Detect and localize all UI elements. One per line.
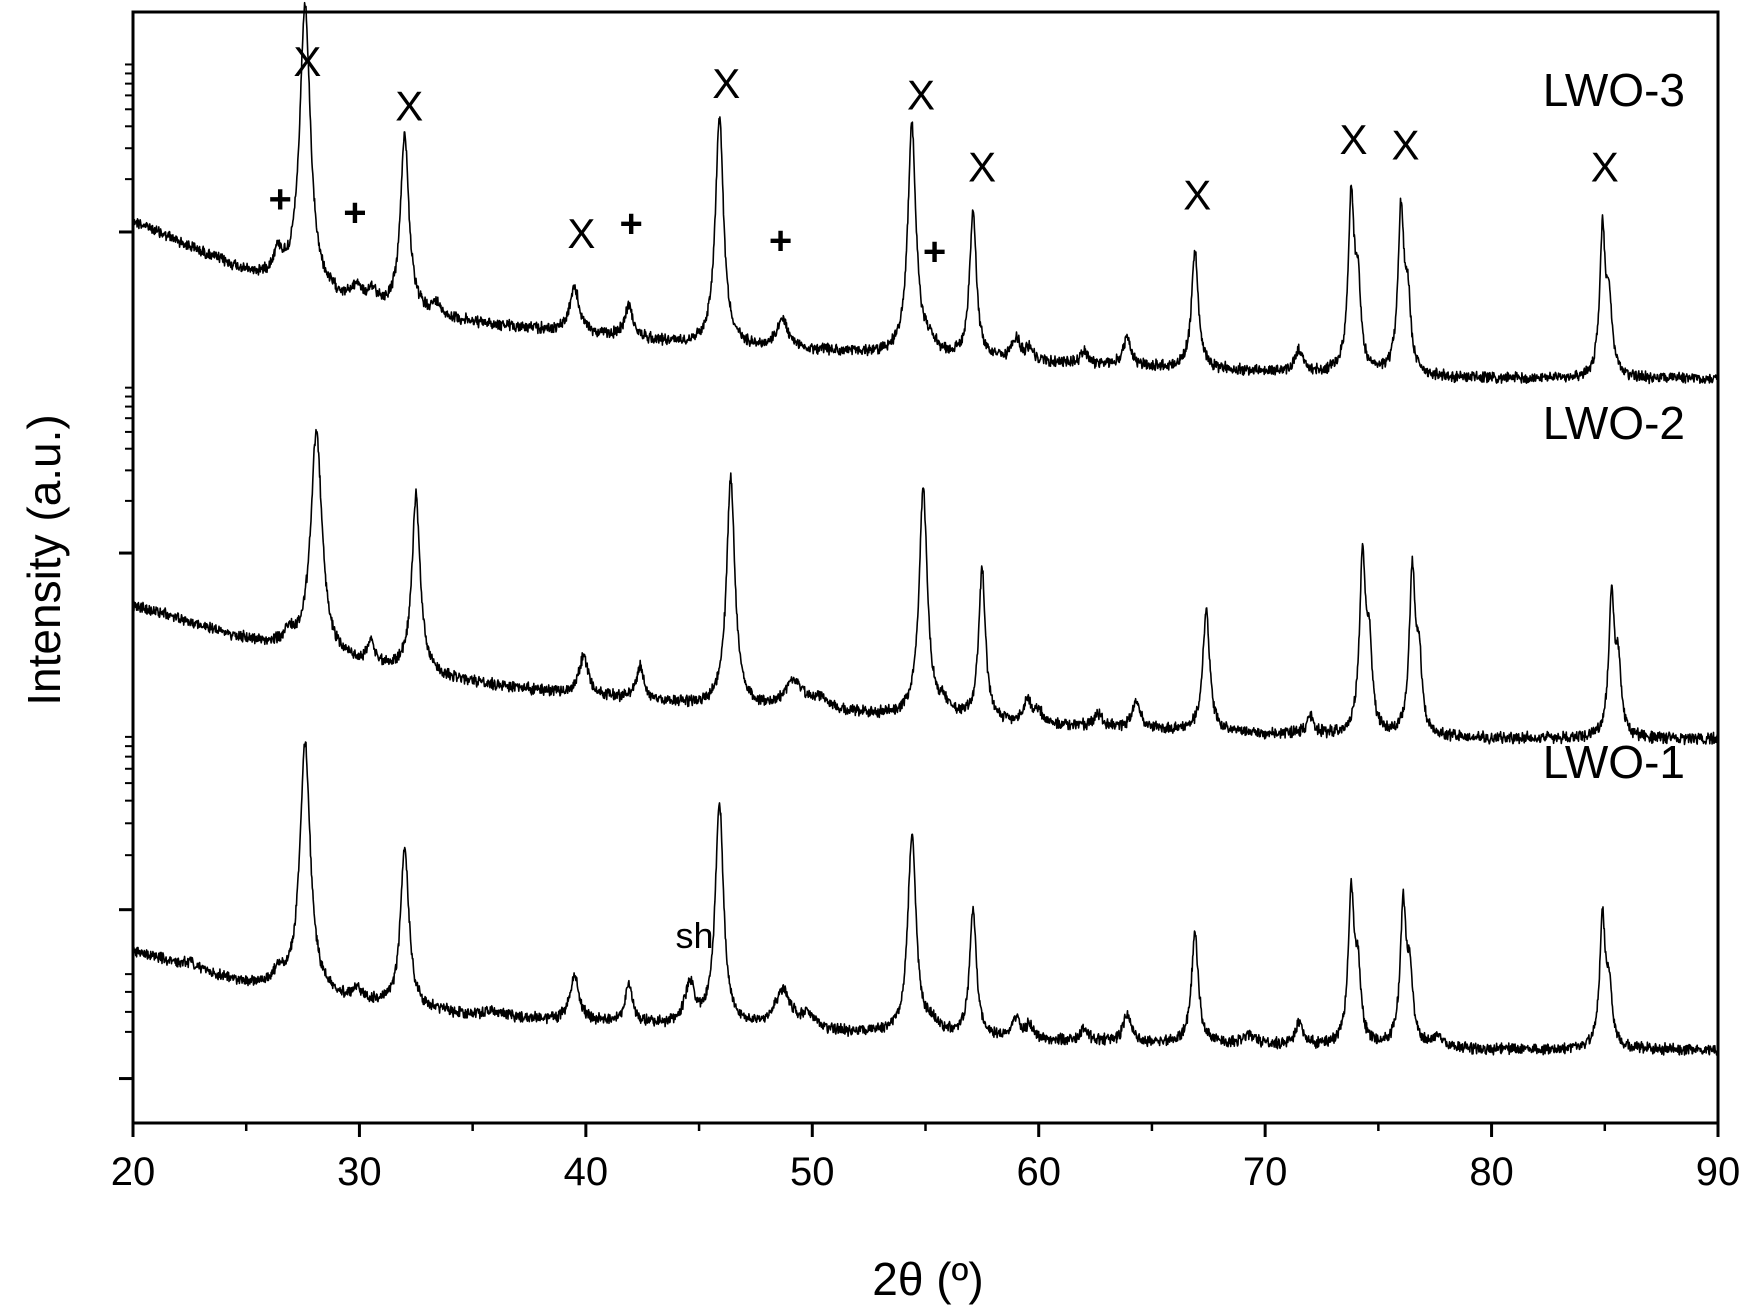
peak-marker-x: X — [968, 144, 996, 191]
series-label-lwo-2: LWO-2 — [1543, 397, 1685, 449]
peak-marker-plus: + — [923, 230, 946, 274]
peak-marker-plus: + — [769, 219, 792, 263]
peak-marker-x: X — [712, 60, 740, 107]
plot-border — [131, 10, 1720, 1125]
series-label-layer: LWO-3 LWO-2 LWO-1 — [1543, 64, 1685, 788]
x-tick-label: 60 — [1016, 1150, 1061, 1194]
peak-marker-x: X — [1591, 144, 1619, 191]
x-tick-label: 40 — [564, 1150, 609, 1194]
x-tick-label: 70 — [1243, 1150, 1288, 1194]
plot-frame — [131, 10, 1720, 1125]
x-tick-label: 20 — [111, 1150, 156, 1194]
axis-layer: 20 30 40 50 60 70 80 90 — [111, 63, 1741, 1194]
peak-marker-x: X — [567, 210, 595, 257]
series-line-lwo-3 — [132, 1, 1719, 385]
x-axis-title: 2θ (º) — [872, 1253, 983, 1305]
series-line-lwo-2 — [132, 428, 1719, 746]
x-tick-label: 80 — [1469, 1150, 1514, 1194]
x-tick-label: 90 — [1696, 1150, 1741, 1194]
peak-marker-x: X — [1339, 116, 1367, 163]
series-label-lwo-3: LWO-3 — [1543, 64, 1685, 116]
peak-marker-plus: + — [619, 202, 642, 246]
series-layer — [132, 1, 1719, 1056]
peak-marker-x: X — [293, 38, 321, 85]
peak-marker-x: X — [1183, 171, 1211, 218]
peak-marker-x: X — [395, 82, 423, 129]
peak-marker-plus: + — [268, 178, 291, 222]
peak-marker-plus: + — [343, 191, 366, 235]
peak-marker-sh: sh — [676, 915, 714, 956]
series-label-lwo-1: LWO-1 — [1543, 736, 1685, 788]
peak-marker-x: X — [907, 71, 935, 118]
series-line-lwo-1 — [132, 741, 1719, 1056]
x-tick-label: 50 — [790, 1150, 835, 1194]
peak-marker-x: X — [1392, 121, 1420, 168]
y-axis-title: Intensity (a.u.) — [18, 414, 70, 705]
x-tick-label: 30 — [337, 1150, 382, 1194]
